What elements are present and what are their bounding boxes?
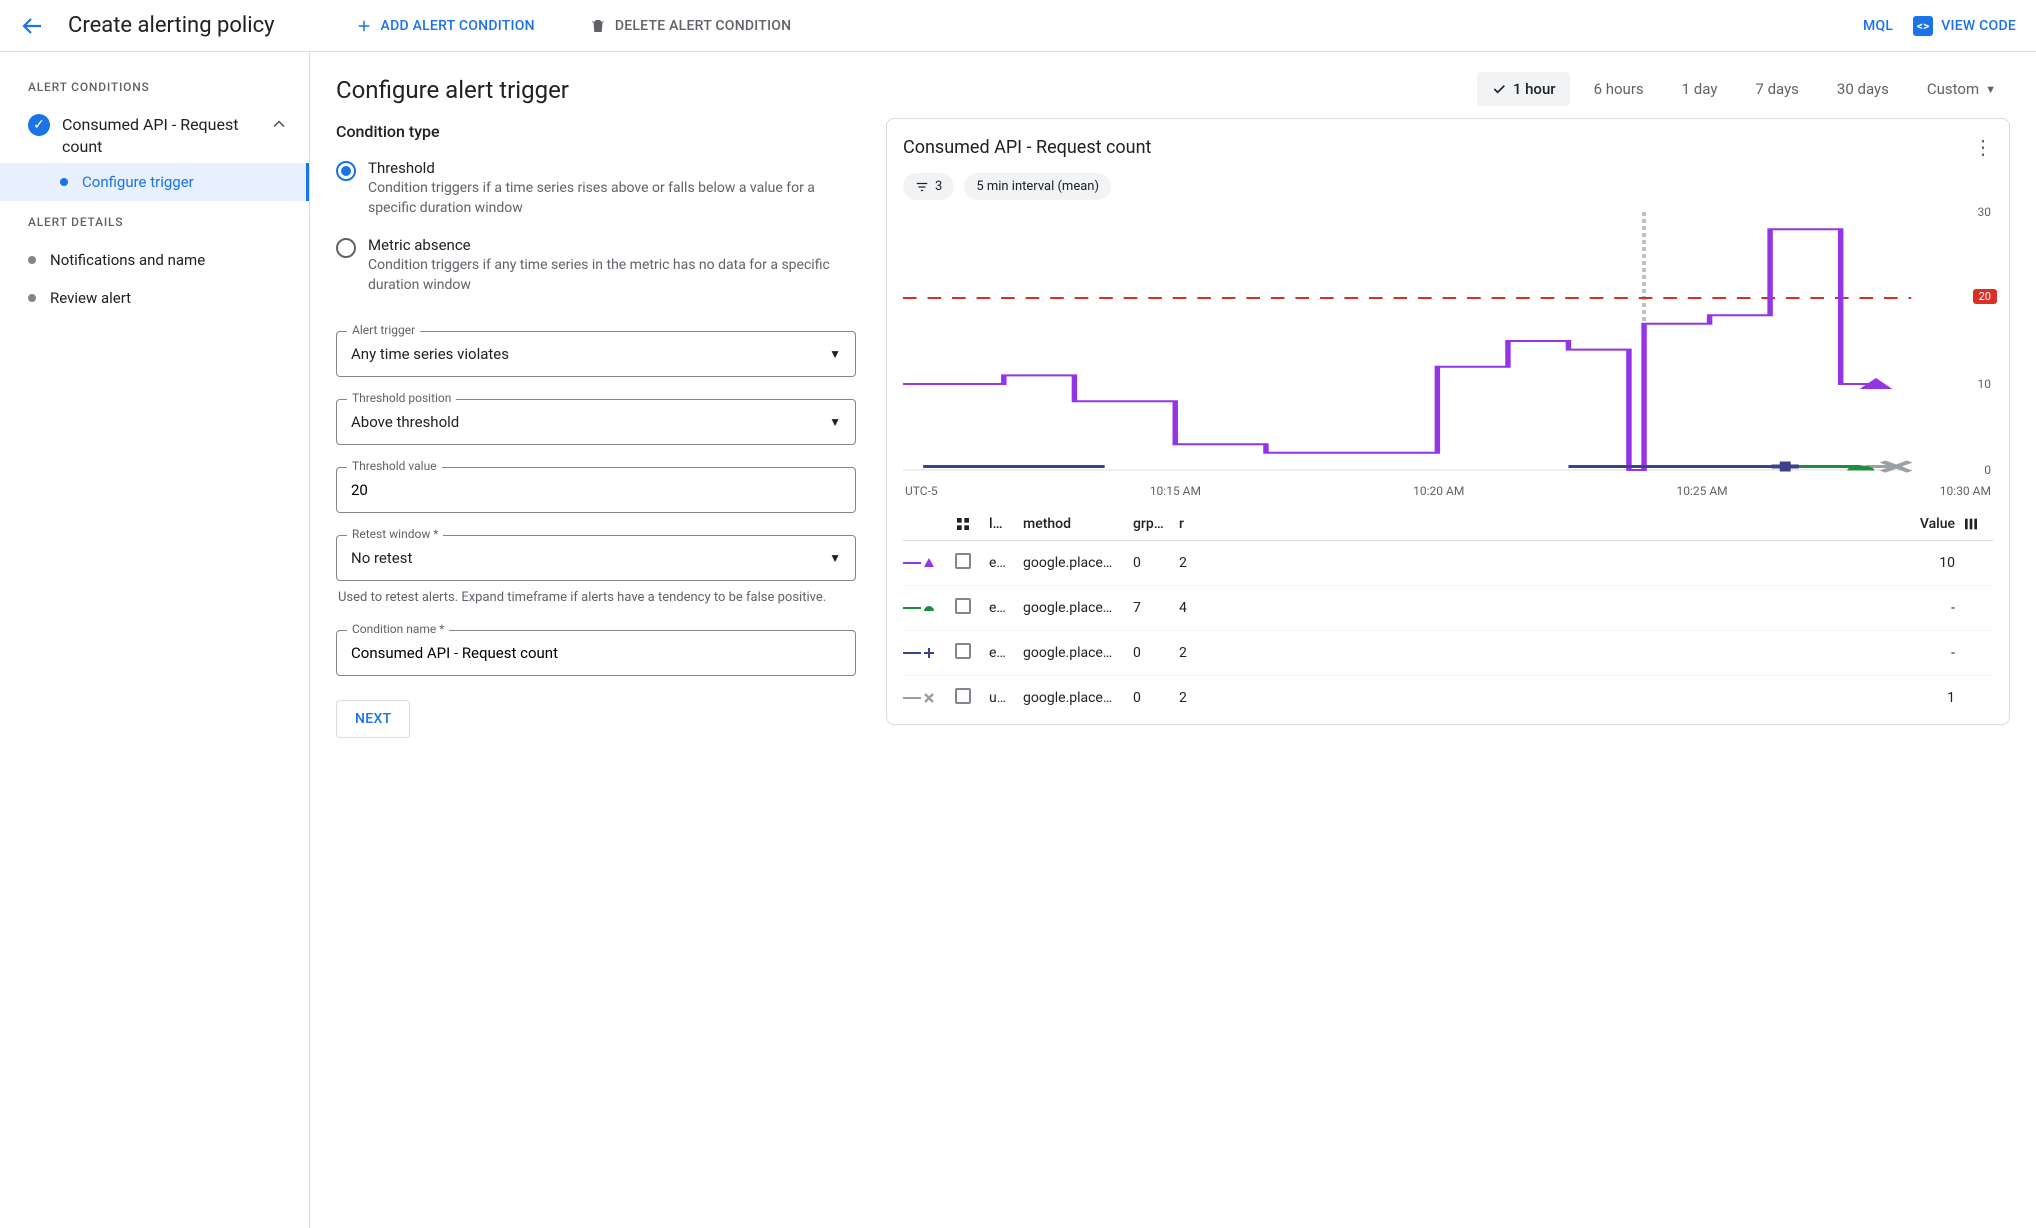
time-range-7days[interactable]: 7 days [1741, 72, 1813, 106]
chart-card: Consumed API - Request count ⋮ 3 5 min i… [886, 118, 2010, 725]
form-heading: Configure alert trigger [336, 76, 856, 104]
view-code-button[interactable]: <> VIEW CODE [1913, 16, 2016, 36]
add-alert-condition-button[interactable]: ADD ALERT CONDITION [355, 17, 535, 35]
dot-icon [60, 178, 68, 186]
time-range-1day[interactable]: 1 day [1668, 72, 1732, 106]
time-range-30days[interactable]: 30 days [1823, 72, 1903, 106]
series-symbol [903, 557, 955, 569]
caret-down-icon: ▼ [829, 347, 841, 361]
main-content: Configure alert trigger Condition type T… [310, 52, 2036, 1228]
checkbox[interactable] [955, 598, 971, 614]
retest-window-select[interactable]: Retest window * No retest▼ [336, 535, 856, 581]
series-symbol [903, 602, 955, 614]
sidebar-item-configure-trigger[interactable]: Configure trigger [0, 163, 309, 201]
more-icon[interactable]: ⋮ [1973, 135, 1993, 159]
check-icon: ✓ [28, 114, 50, 136]
alert-trigger-select[interactable]: Alert trigger Any time series violates▼ [336, 331, 856, 377]
interval-chip[interactable]: 5 min interval (mean) [964, 173, 1111, 200]
legend-header: l… method grp… r Value [903, 508, 1993, 541]
configure-form: Configure alert trigger Condition type T… [336, 72, 856, 1208]
filter-chip[interactable]: 3 [903, 173, 954, 200]
dot-icon [28, 256, 36, 264]
sidebar-item-notifications[interactable]: Notifications and name [0, 241, 309, 279]
x-axis: UTC-5 10:15 AM 10:20 AM 10:25 AM 10:30 A… [903, 478, 1993, 508]
checkbox[interactable] [955, 643, 971, 659]
retest-helper: Used to retest alerts. Expand timeframe … [338, 589, 854, 607]
dot-icon [28, 294, 36, 302]
time-range-1hour[interactable]: 1 hour [1477, 72, 1570, 106]
series-symbol [903, 647, 955, 659]
chart-panel: 1 hour 6 hours 1 day 7 days 30 days Cust… [886, 72, 2010, 1208]
chevron-up-icon[interactable] [269, 114, 289, 134]
time-range-tabs: 1 hour 6 hours 1 day 7 days 30 days Cust… [886, 72, 2010, 106]
next-button[interactable]: NEXT [336, 700, 410, 738]
threshold-badge: 20 [1973, 289, 1997, 304]
legend-row[interactable]: e…google.place…0210 [903, 541, 1993, 586]
radio-icon [336, 238, 356, 258]
condition-type-label: Condition type [336, 122, 856, 141]
sidebar-condition[interactable]: ✓ Consumed API - Request count [0, 106, 309, 163]
check-icon [1491, 81, 1507, 97]
time-range-custom[interactable]: Custom ▼ [1913, 72, 2010, 106]
page-title: Create alerting policy [68, 13, 275, 38]
sidebar-section-details: ALERT DETAILS [0, 209, 309, 241]
legend-row[interactable]: e…google.place…02- [903, 631, 1993, 676]
checkbox[interactable] [955, 553, 971, 569]
legend-row[interactable]: e…google.place…74- [903, 586, 1993, 631]
radio-threshold[interactable]: Threshold Condition triggers if a time s… [336, 155, 856, 232]
delete-alert-condition-button[interactable]: DELETE ALERT CONDITION [589, 17, 792, 35]
condition-name-input[interactable]: Condition name * [336, 630, 856, 676]
trash-icon [589, 17, 607, 35]
chart-title: Consumed API - Request count [903, 137, 1151, 158]
checkbox[interactable] [955, 688, 971, 704]
legend-row[interactable]: u…google.place…021 [903, 676, 1993, 724]
code-icon: <> [1913, 16, 1933, 36]
sidebar-item-review[interactable]: Review alert [0, 279, 309, 317]
caret-down-icon: ▼ [1985, 83, 1996, 96]
plus-icon [355, 17, 373, 35]
mql-button[interactable]: MQL [1863, 18, 1893, 34]
sidebar-section-conditions: ALERT CONDITIONS [0, 74, 309, 106]
chart: 30 10 0 20 [903, 208, 1993, 478]
caret-down-icon: ▼ [829, 415, 841, 429]
columns-icon[interactable] [1963, 516, 1993, 532]
grid-icon[interactable] [955, 516, 989, 532]
radio-icon [336, 161, 356, 181]
filter-icon [915, 180, 929, 194]
top-bar: Create alerting policy ADD ALERT CONDITI… [0, 0, 2036, 52]
back-arrow-icon[interactable] [20, 14, 44, 38]
sidebar: ALERT CONDITIONS ✓ Consumed API - Reques… [0, 52, 310, 1228]
threshold-value-input[interactable]: Threshold value [336, 467, 856, 513]
time-range-6hours[interactable]: 6 hours [1580, 72, 1658, 106]
radio-metric-absence[interactable]: Metric absence Condition triggers if any… [336, 232, 856, 309]
series-symbol [903, 692, 955, 704]
caret-down-icon: ▼ [829, 551, 841, 565]
threshold-position-select[interactable]: Threshold position Above threshold▼ [336, 399, 856, 445]
